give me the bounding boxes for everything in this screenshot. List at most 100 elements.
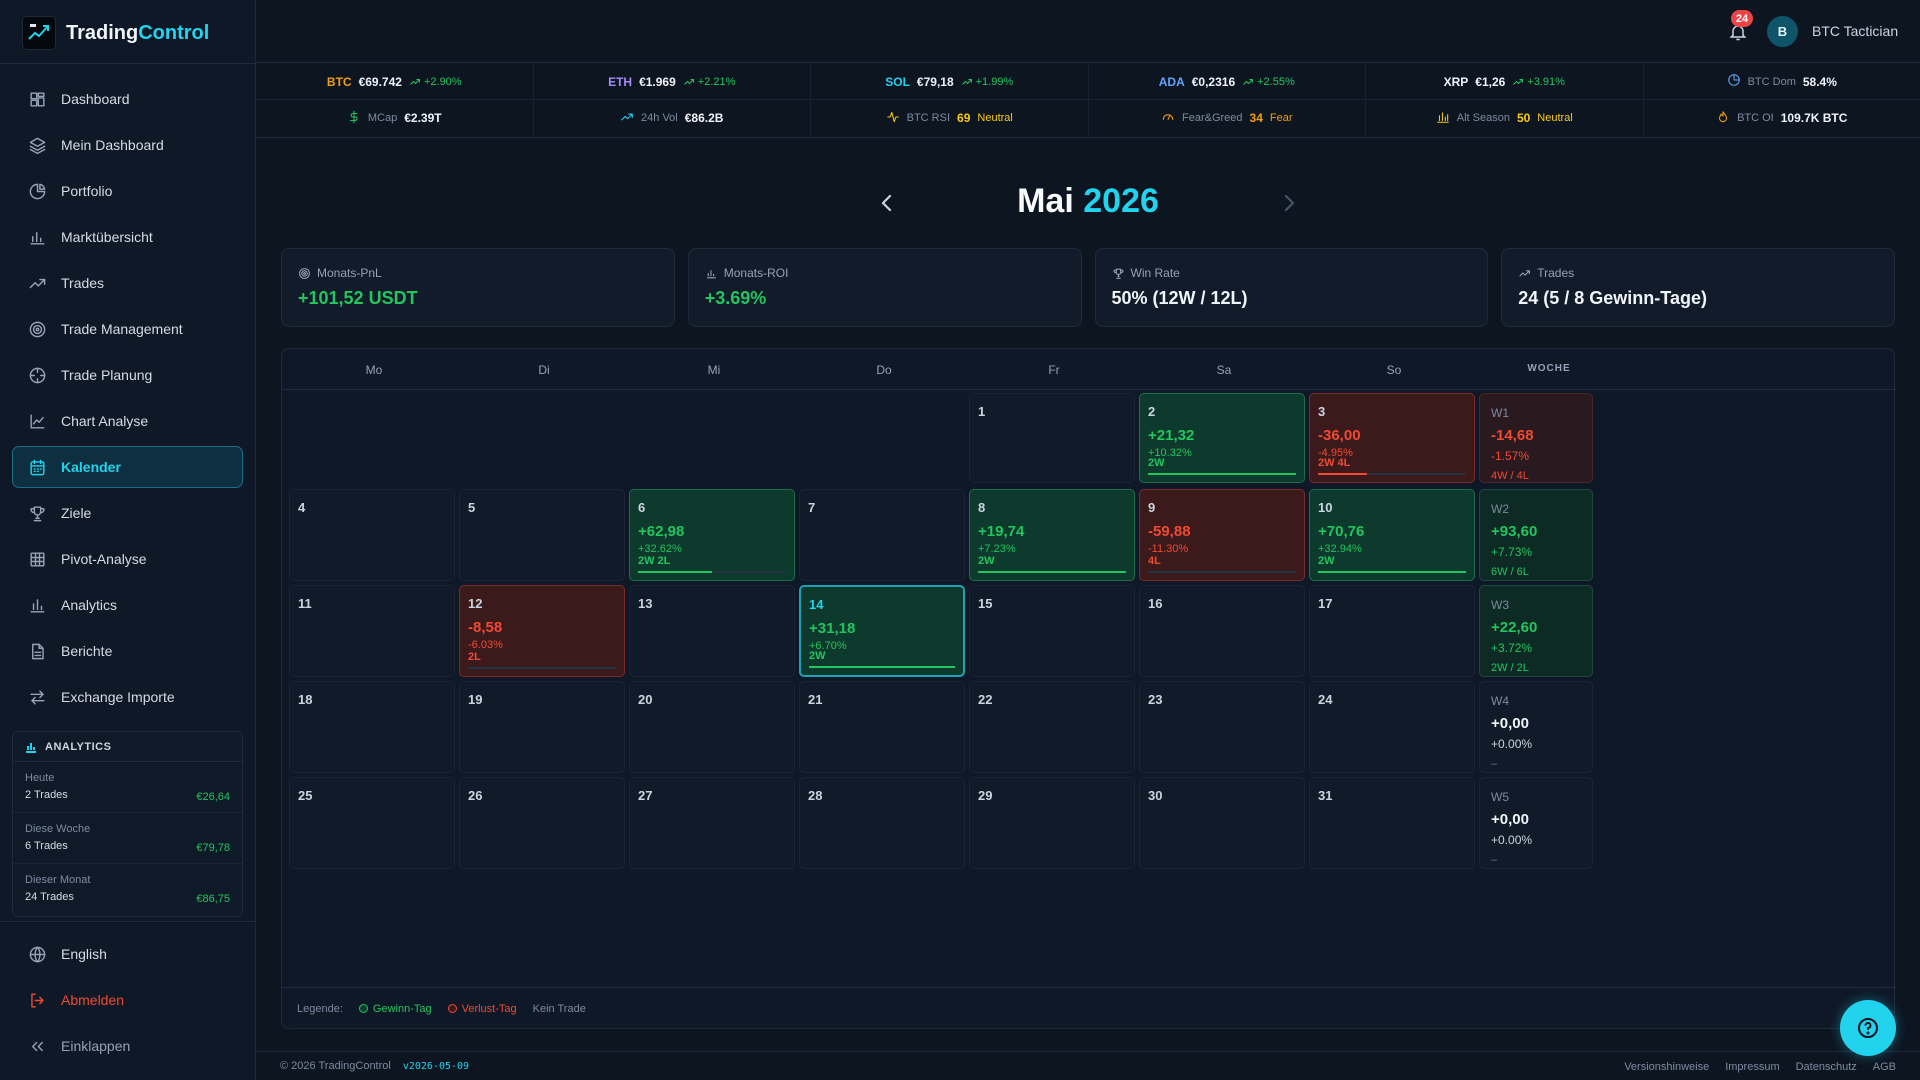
avatar[interactable]: B	[1767, 16, 1798, 47]
week-label: W5	[1491, 790, 1509, 804]
ticker-xrp[interactable]: XRP €1,26 +3.91%	[1366, 64, 1644, 99]
language-button[interactable]: English	[12, 933, 243, 975]
calendar-day[interactable]: 3 -36,00 -4.95% 2W 4L	[1309, 393, 1475, 483]
calendar-day[interactable]: 26	[459, 777, 625, 869]
prev-month-button[interactable]	[877, 193, 897, 215]
calendar-day[interactable]: 23	[1139, 681, 1305, 773]
day-number: 4	[298, 500, 306, 515]
grid-icon	[27, 549, 47, 569]
username[interactable]: BTC Tactician	[1812, 23, 1899, 39]
calendar-day[interactable]: 22	[969, 681, 1135, 773]
nav-item-chart-analyse[interactable]: Chart Analyse	[12, 400, 243, 442]
day-number: 21	[808, 692, 823, 707]
trophy-icon	[27, 503, 47, 523]
calendar-day[interactable]: 11	[289, 585, 455, 677]
calendar-day[interactable]: 9 -59,88 -11.30% 4L	[1139, 489, 1305, 581]
analytics-row[interactable]: Diese Woche 6 Trades €79,78	[13, 813, 242, 864]
week-summary[interactable]: W1 -14,68 -1.57% 4W / 4L	[1479, 393, 1593, 483]
footer-link[interactable]: Versionshinweise	[1624, 1061, 1710, 1073]
calendar-day[interactable]: 8 +19,74 +7.23% 2W	[969, 489, 1135, 581]
calendar-day[interactable]: 5	[459, 489, 625, 581]
calendar-day[interactable]: 20	[629, 681, 795, 773]
calendar-day[interactable]: 6 +62,98 +32.62% 2W 2L	[629, 489, 795, 581]
ticker-ada[interactable]: ADA €0,2316 +2.55%	[1089, 64, 1366, 99]
analytics-row-trades: 2 Trades	[25, 789, 68, 801]
ticker-sol[interactable]: SOL €79,18 +1.99%	[811, 64, 1089, 99]
calendar-day[interactable]: 7	[799, 489, 965, 581]
calendar-day[interactable]: 31	[1309, 777, 1475, 869]
day-number: 16	[1148, 596, 1163, 611]
week-summary[interactable]: W3 +22,60 +3.72% 2W / 2L	[1479, 585, 1593, 677]
calendar-day[interactable]: 16	[1139, 585, 1305, 677]
mcap-value: €2.39T	[404, 111, 442, 125]
week-win-loss: –	[1491, 854, 1498, 866]
calendar-day[interactable]: 29	[969, 777, 1135, 869]
ticker-eth[interactable]: ETH €1.969 +2.21%	[534, 64, 811, 99]
calendar-day[interactable]: 12 -8,58 -6.03% 2L	[459, 585, 625, 677]
nav-item-analytics[interactable]: Analytics	[12, 584, 243, 626]
calendar-day[interactable]: 28	[799, 777, 965, 869]
day-win-ratio-fill	[1148, 473, 1296, 475]
nav-item-marktübersicht[interactable]: Marktübersicht	[12, 216, 243, 258]
alt-season-value: 50	[1516, 111, 1531, 125]
calendar-day-today[interactable]: 14 +31,18 +6.70% 2W	[799, 585, 965, 677]
footer-link[interactable]: Datenschutz	[1795, 1061, 1857, 1073]
calendar-day[interactable]: 17	[1309, 585, 1475, 677]
nav-item-mein-dashboard[interactable]: Mein Dashboard	[12, 124, 243, 166]
calendar-day[interactable]: 30	[1139, 777, 1305, 869]
calendar-day[interactable]: 24	[1309, 681, 1475, 773]
nav-item-portfolio[interactable]: Portfolio	[12, 170, 243, 212]
day-pnl: +21,32	[1148, 427, 1195, 444]
help-button[interactable]	[1840, 1000, 1896, 1056]
gain-dot-icon	[358, 1004, 368, 1013]
week-summary[interactable]: W2 +93,60 +7.73% 6W / 6L	[1479, 489, 1593, 581]
calendar-day[interactable]: 27	[629, 777, 795, 869]
nav-item-kalender[interactable]: Kalender	[12, 446, 243, 488]
analytics-row[interactable]: Dieser Monat 24 Trades €86,75	[13, 864, 242, 915]
calendar-day[interactable]: 4	[289, 489, 455, 581]
day-pnl: -59,88	[1148, 523, 1191, 540]
nav-item-trade-planung[interactable]: Trade Planung	[12, 354, 243, 396]
logout-button[interactable]: Abmelden	[12, 979, 243, 1021]
bar-chart-icon	[1436, 110, 1450, 127]
nav-item-trade-management[interactable]: Trade Management	[12, 308, 243, 350]
calendar-day[interactable]: 15	[969, 585, 1135, 677]
footer-link[interactable]: AGB	[1872, 1061, 1896, 1073]
nav-item-label: Trade Planung	[61, 367, 153, 383]
nav-item-berichte[interactable]: Berichte	[12, 630, 243, 672]
calendar-day[interactable]: 19	[459, 681, 625, 773]
day-win-ratio-bar	[1148, 473, 1296, 475]
calendar-day[interactable]: 21	[799, 681, 965, 773]
coin-change: +2.90%	[409, 76, 462, 88]
calendar-day[interactable]: 10 +70,76 +32.94% 2W	[1309, 489, 1475, 581]
week-summary[interactable]: W4 +0,00 +0.00% –	[1479, 681, 1593, 773]
version-tag: v2026-05-09	[402, 1060, 470, 1072]
footer-link[interactable]: Impressum	[1725, 1061, 1780, 1073]
day-pnl: +62,98	[638, 523, 685, 540]
week-summary[interactable]: W5 +0,00 +0.00% –	[1479, 777, 1593, 869]
next-month-button[interactable]	[1279, 193, 1299, 215]
day-win-ratio-bar	[1318, 571, 1466, 573]
app-logo[interactable]: TradingControl	[22, 16, 209, 50]
nav-item-ziele[interactable]: Ziele	[12, 492, 243, 534]
day-win-loss: 2W 2L	[638, 555, 671, 567]
weekday-header: Mo Di Mi Do Fr Sa So WOCHE	[282, 349, 1896, 390]
nav-item-trades[interactable]: Trades	[12, 262, 243, 304]
calendar-day[interactable]: 1	[969, 393, 1135, 483]
calendar-day[interactable]: 2 +21,32 +10.32% 2W	[1139, 393, 1305, 483]
day-number: 23	[1148, 692, 1163, 707]
nav-item-exchange-importe[interactable]: Exchange Importe	[12, 676, 243, 718]
calendar-day[interactable]: 13	[629, 585, 795, 677]
coin-price: €79,18	[916, 74, 954, 89]
vol-value: €86.2B	[684, 111, 724, 125]
analytics-row[interactable]: Heute 2 Trades €26,64	[13, 762, 242, 813]
legend-loss: Verlust-Tag	[447, 1003, 517, 1015]
week-label: W4	[1491, 694, 1509, 708]
ticker-btc[interactable]: BTC €69.742 +2.90%	[256, 64, 534, 99]
collapse-sidebar-button[interactable]: Einklappen	[12, 1025, 243, 1067]
day-number: 14	[809, 597, 824, 612]
nav-item-dashboard[interactable]: Dashboard	[12, 78, 243, 120]
nav-item-pivot-analyse[interactable]: Pivot-Analyse	[12, 538, 243, 580]
calendar-day[interactable]: 18	[289, 681, 455, 773]
calendar-day[interactable]: 25	[289, 777, 455, 869]
